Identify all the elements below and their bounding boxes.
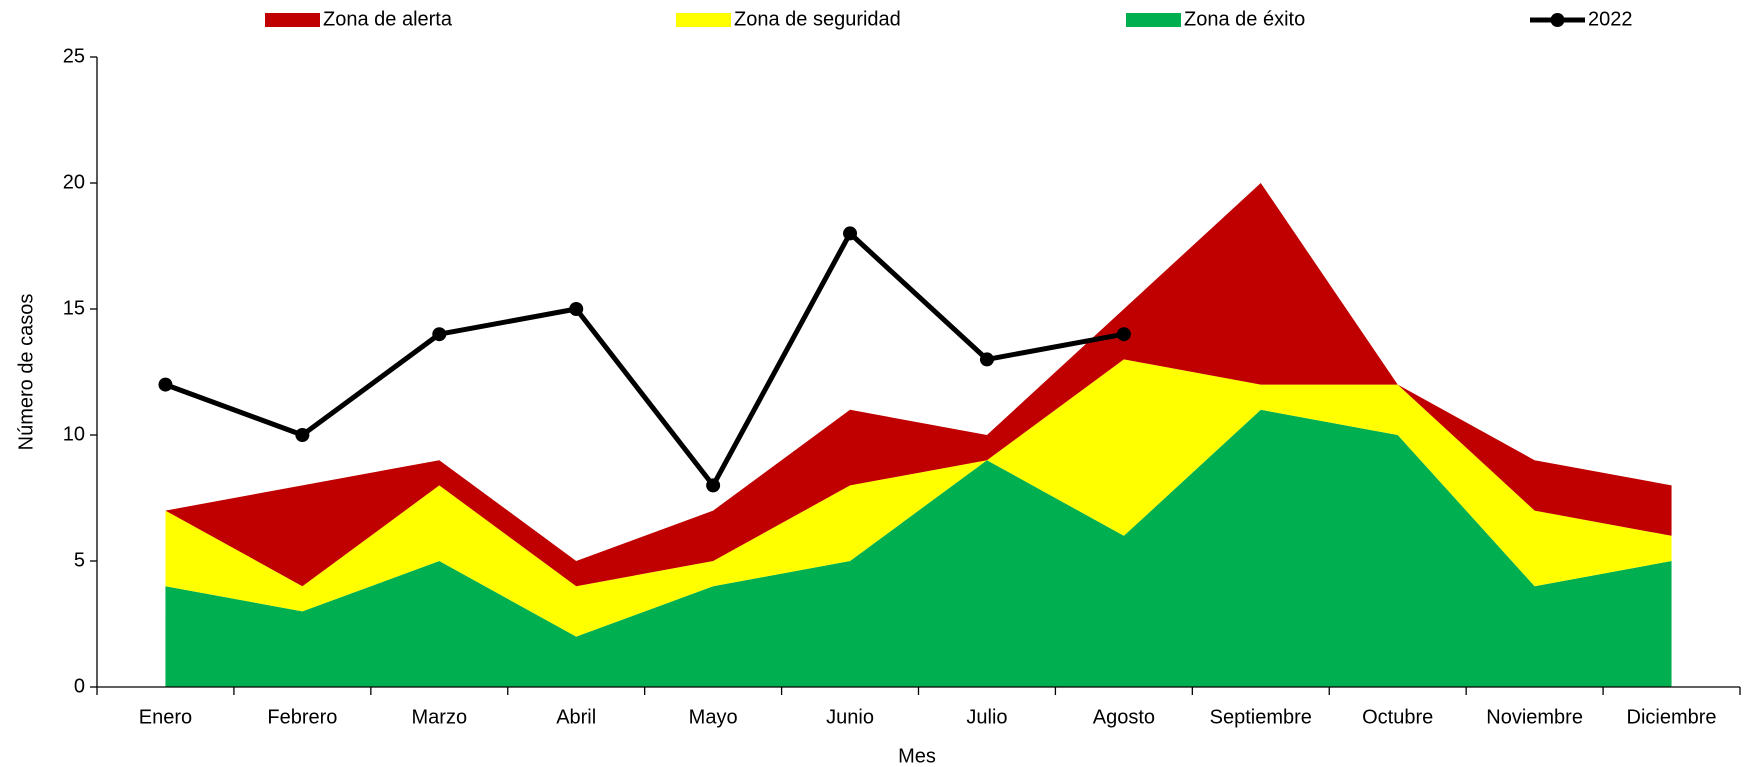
y-tick-label: 10 (63, 423, 85, 445)
x-tick-label: Julio (966, 706, 1007, 728)
legend-label: Zona de alerta (323, 8, 453, 30)
legend-swatch (1126, 13, 1181, 27)
x-tick-label: Mayo (689, 706, 738, 728)
y-tick-label: 25 (63, 45, 85, 67)
line-marker (569, 302, 584, 316)
line-marker (979, 352, 994, 367)
area (165, 409, 1672, 687)
y-tick-label: 20 (63, 171, 85, 193)
y-tick-label: 0 (74, 675, 85, 697)
x-tick-label: Agosto (1093, 706, 1155, 728)
line (164, 230, 1125, 488)
line-marker (432, 327, 447, 342)
x-tick-label: Diciembre (1627, 706, 1717, 728)
x-tick-label: Febrero (267, 706, 337, 728)
legend-label: Zona de éxito (1184, 8, 1305, 30)
y-tick-label: 15 (63, 297, 85, 319)
line-marker (295, 428, 310, 442)
legend-marker (1550, 13, 1565, 27)
line-marker (706, 478, 721, 493)
legend-swatch (265, 13, 320, 27)
x-tick-label: Enero (139, 706, 192, 728)
x-tick-label: Octubre (1362, 706, 1433, 728)
legend-label: Zona de seguridad (734, 8, 901, 30)
x-tick-label: Marzo (412, 706, 468, 728)
line-marker (843, 226, 858, 241)
x-tick-label: Abril (556, 706, 596, 728)
x-tick-label: Junio (826, 706, 874, 728)
area (165, 183, 1672, 587)
y-tick-label: 5 (74, 549, 85, 571)
line-marker (158, 377, 173, 392)
area (165, 359, 1672, 637)
legend-label: 2022 (1588, 8, 1633, 30)
x-tick-label: Septiembre (1210, 706, 1312, 728)
legend-swatch (676, 13, 731, 27)
areas (165, 183, 1672, 687)
y-axis-label: Número de casos (15, 294, 37, 451)
x-axis-label: Mes (898, 745, 936, 767)
line-marker (1116, 327, 1131, 342)
x-tick-label: Noviembre (1486, 706, 1583, 728)
